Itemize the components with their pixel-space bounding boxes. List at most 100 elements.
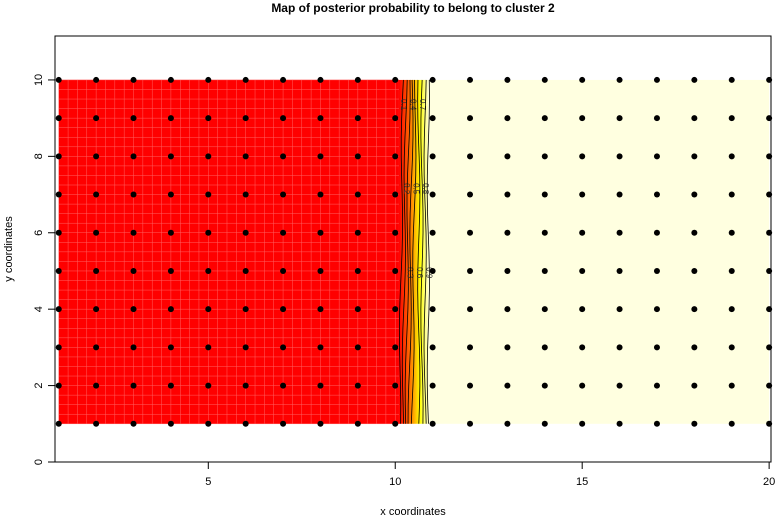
contour-line-0.8 <box>423 79 427 424</box>
data-point <box>167 191 174 198</box>
x-tick-label: 10 <box>389 476 401 488</box>
data-point <box>728 229 735 236</box>
data-point <box>467 115 474 122</box>
data-point <box>55 229 62 236</box>
data-point <box>130 191 137 198</box>
data-point <box>93 115 100 122</box>
data-point <box>467 191 474 198</box>
data-point <box>205 191 212 198</box>
data-point <box>429 267 436 274</box>
contour-line-0.1 <box>398 79 404 424</box>
data-point <box>579 382 586 389</box>
y-tick-label: 4 <box>33 306 45 312</box>
data-point <box>728 306 735 313</box>
data-point <box>205 229 212 236</box>
data-point <box>280 76 287 83</box>
data-point <box>93 420 100 427</box>
data-point <box>392 115 399 122</box>
data-point <box>467 344 474 351</box>
data-point <box>616 229 623 236</box>
data-point <box>616 344 623 351</box>
data-point <box>504 267 511 274</box>
data-point <box>242 344 249 351</box>
data-point <box>504 382 511 389</box>
contour-label: 0.4 <box>408 99 417 111</box>
data-point <box>242 267 249 274</box>
data-point <box>280 344 287 351</box>
data-point <box>130 420 137 427</box>
data-point <box>130 153 137 160</box>
contour-line-0.3 <box>404 79 411 424</box>
data-point <box>93 229 100 236</box>
data-point <box>205 382 212 389</box>
data-point <box>653 306 660 313</box>
data-point <box>467 420 474 427</box>
data-point <box>616 267 623 274</box>
data-point <box>93 344 100 351</box>
data-point <box>317 153 324 160</box>
data-point <box>504 76 511 83</box>
data-point <box>392 153 399 160</box>
data-point <box>93 76 100 83</box>
data-point <box>579 420 586 427</box>
data-point <box>317 76 324 83</box>
data-point <box>392 420 399 427</box>
data-point <box>541 344 548 351</box>
data-point <box>205 267 212 274</box>
data-point <box>429 115 436 122</box>
data-point <box>653 115 660 122</box>
data-point <box>55 153 62 160</box>
data-point <box>541 267 548 274</box>
data-point <box>728 267 735 274</box>
contour-line-0.6 <box>417 79 421 424</box>
data-point <box>691 306 698 313</box>
data-point <box>579 344 586 351</box>
data-point <box>242 76 249 83</box>
data-point <box>205 153 212 160</box>
data-point <box>317 191 324 198</box>
data-point <box>429 153 436 160</box>
data-point <box>317 306 324 313</box>
contour-line-0.4 <box>407 79 414 424</box>
data-point <box>467 76 474 83</box>
data-point <box>653 191 660 198</box>
data-point <box>280 115 287 122</box>
data-point <box>55 420 62 427</box>
data-point <box>317 344 324 351</box>
data-point <box>616 306 623 313</box>
data-point <box>93 153 100 160</box>
data-point <box>504 153 511 160</box>
data-point <box>354 420 361 427</box>
data-point <box>728 153 735 160</box>
data-point <box>541 420 548 427</box>
contour-label: 0.2 <box>402 183 411 195</box>
data-point <box>130 229 137 236</box>
data-point <box>429 229 436 236</box>
data-point <box>55 115 62 122</box>
data-point <box>504 344 511 351</box>
data-point <box>541 382 548 389</box>
data-point <box>579 229 586 236</box>
data-point <box>242 191 249 198</box>
data-point <box>392 76 399 83</box>
data-point <box>317 115 324 122</box>
data-point <box>392 191 399 198</box>
data-point <box>205 420 212 427</box>
data-point <box>354 344 361 351</box>
data-point <box>242 420 249 427</box>
data-point <box>392 306 399 313</box>
data-point <box>55 382 62 389</box>
data-point <box>205 306 212 313</box>
data-point <box>579 306 586 313</box>
contour-label: 0.5 <box>412 183 421 195</box>
data-point <box>93 382 100 389</box>
data-point <box>354 115 361 122</box>
data-point <box>616 76 623 83</box>
data-point <box>354 267 361 274</box>
data-point <box>242 153 249 160</box>
data-point <box>280 267 287 274</box>
data-point <box>354 153 361 160</box>
data-point <box>691 267 698 274</box>
data-point <box>691 420 698 427</box>
